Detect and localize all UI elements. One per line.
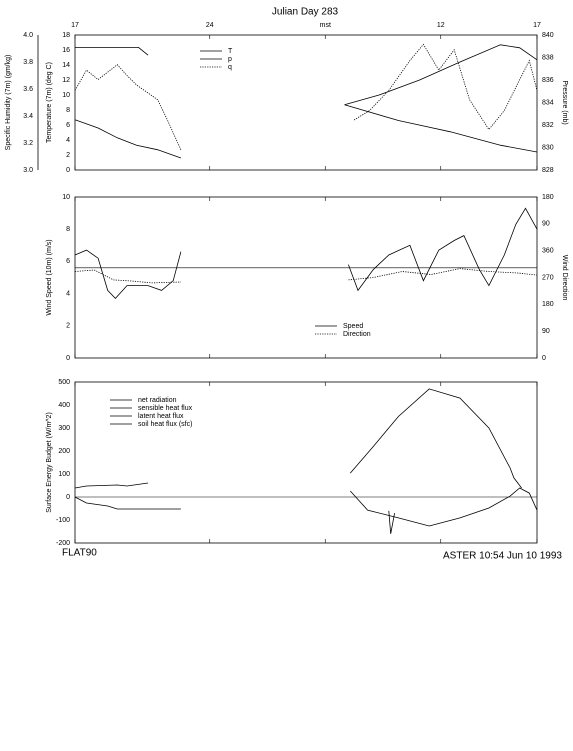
y-tick-label: 14	[62, 62, 70, 69]
y-tick-label: 0	[66, 355, 70, 362]
x-tick-label: 17	[71, 22, 79, 29]
legend-label: T	[228, 48, 233, 55]
y2-tick-label: 90	[542, 328, 550, 335]
y2-tick-label: 836	[542, 77, 554, 84]
y2-tick-label: 270	[542, 274, 554, 281]
legend-label: sensible heat flux	[138, 405, 193, 412]
legend-label: Speed	[343, 323, 363, 330]
series-line	[388, 510, 395, 534]
y-axis-title: Wind Speed (10m) (m/s)	[46, 239, 53, 315]
plot-frame	[74, 34, 538, 171]
y3-tick-label: 3.0	[23, 167, 33, 174]
x-tick-label: 24	[206, 22, 214, 29]
series-line	[74, 207, 538, 299]
series-line	[74, 268, 538, 284]
y2-axis-title: Pressure (mb)	[561, 80, 568, 124]
y-tick-label: -200	[56, 540, 70, 547]
legend-label: Direction	[343, 331, 371, 338]
y3-tick-label: 3.4	[23, 113, 33, 120]
series-line	[74, 43, 538, 150]
y-tick-label: 6	[66, 122, 70, 129]
y2-tick-label: 834	[542, 99, 554, 106]
y3-axis-title: Specific Humidity (7m) (gm/kg)	[5, 55, 12, 151]
x-tick-label: 12	[437, 22, 445, 29]
x-tick-label: 17	[533, 22, 541, 29]
y-tick-label: 12	[62, 77, 70, 84]
plot-frame	[74, 381, 538, 544]
y-tick-label: 8	[66, 226, 70, 233]
y-tick-label: 300	[58, 425, 70, 432]
plot-frame	[74, 196, 538, 359]
y-tick-label: 0	[66, 494, 70, 501]
legend-label: net radiation	[138, 397, 177, 404]
y-tick-label: 10	[62, 194, 70, 201]
y2-tick-label: 180	[542, 301, 554, 308]
y3-tick-label: 4.0	[23, 32, 33, 39]
y3-tick-label: 3.2	[23, 140, 33, 147]
y3-tick-label: 3.6	[23, 86, 33, 93]
y-tick-label: 18	[62, 32, 70, 39]
chart-title: Julian Day 283	[272, 7, 339, 18]
y-axis-title: Surface Energy Budget (W/m^2)	[46, 412, 53, 513]
y2-tick-label: 840	[542, 32, 554, 39]
footer-left: FLAT90	[62, 548, 97, 559]
y2-tick-label: 830	[542, 144, 554, 151]
y-tick-label: 16	[62, 47, 70, 54]
y2-tick-label: 832	[542, 122, 554, 129]
series-line	[74, 388, 522, 510]
y-tick-label: 100	[58, 471, 70, 478]
y2-tick-label: 0	[542, 355, 546, 362]
legend-label: p	[228, 56, 232, 63]
legend-label: q	[228, 64, 232, 71]
y2-tick-label: 90	[542, 221, 550, 228]
y-tick-label: 2	[66, 323, 70, 330]
x-tick-label: mst	[320, 22, 331, 29]
y2-tick-label: 180	[542, 194, 554, 201]
y-tick-label: 2	[66, 152, 70, 159]
y-tick-label: 4	[66, 290, 70, 297]
series-line	[74, 482, 149, 489]
series-line	[75, 47, 538, 153]
y-tick-label: -100	[56, 517, 70, 524]
y2-tick-label: 828	[542, 167, 554, 174]
y-tick-label: 10	[62, 92, 70, 99]
y-tick-label: 400	[58, 402, 70, 409]
y3-tick-label: 3.8	[23, 59, 33, 66]
series-line	[350, 487, 538, 527]
y-axis-title: Temperature (7m) (deg C)	[46, 62, 53, 143]
series-line	[74, 44, 538, 159]
y2-tick-label: 360	[542, 248, 554, 255]
y-tick-label: 4	[66, 137, 70, 144]
y-tick-label: 0	[66, 167, 70, 174]
y-tick-label: 6	[66, 258, 70, 265]
footer-right: ASTER 10:54 Jun 10 1993	[443, 551, 562, 562]
legend-label: latent heat flux	[138, 413, 184, 420]
y2-axis-title: Wind Direction	[561, 255, 568, 301]
y-tick-label: 8	[66, 107, 70, 114]
y-tick-label: 500	[58, 379, 70, 386]
legend-label: soil heat flux (sfc)	[138, 421, 192, 428]
y2-tick-label: 838	[542, 54, 554, 61]
y-tick-label: 200	[58, 448, 70, 455]
